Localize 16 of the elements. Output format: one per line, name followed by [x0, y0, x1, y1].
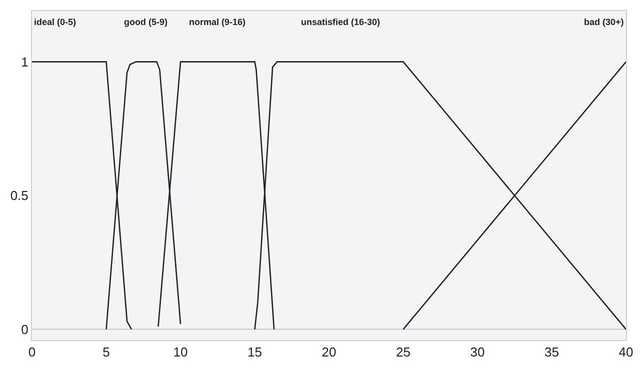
annotation: unsatisfied (16-30)	[301, 17, 380, 27]
annotation: normal (9-16)	[189, 17, 246, 27]
x-tick-label: 5	[102, 344, 110, 360]
annotation: good (5-9)	[124, 17, 168, 27]
x-tick-label: 25	[396, 344, 410, 360]
annotation: bad (30+)	[584, 17, 624, 27]
x-tick-label: 40	[618, 344, 634, 360]
annotation: ideal (0-5)	[34, 17, 76, 27]
x-tick-label: 10	[173, 344, 188, 360]
x-tick-label: 30	[470, 344, 485, 360]
x-tick-label: 35	[544, 344, 559, 360]
y-tick-label: 0	[21, 322, 28, 337]
y-tick-label: 0.5	[10, 188, 28, 204]
x-tick-label: 20	[322, 344, 336, 360]
y-tick-label: 1	[21, 54, 28, 70]
x-tick-label: 15	[248, 344, 262, 360]
